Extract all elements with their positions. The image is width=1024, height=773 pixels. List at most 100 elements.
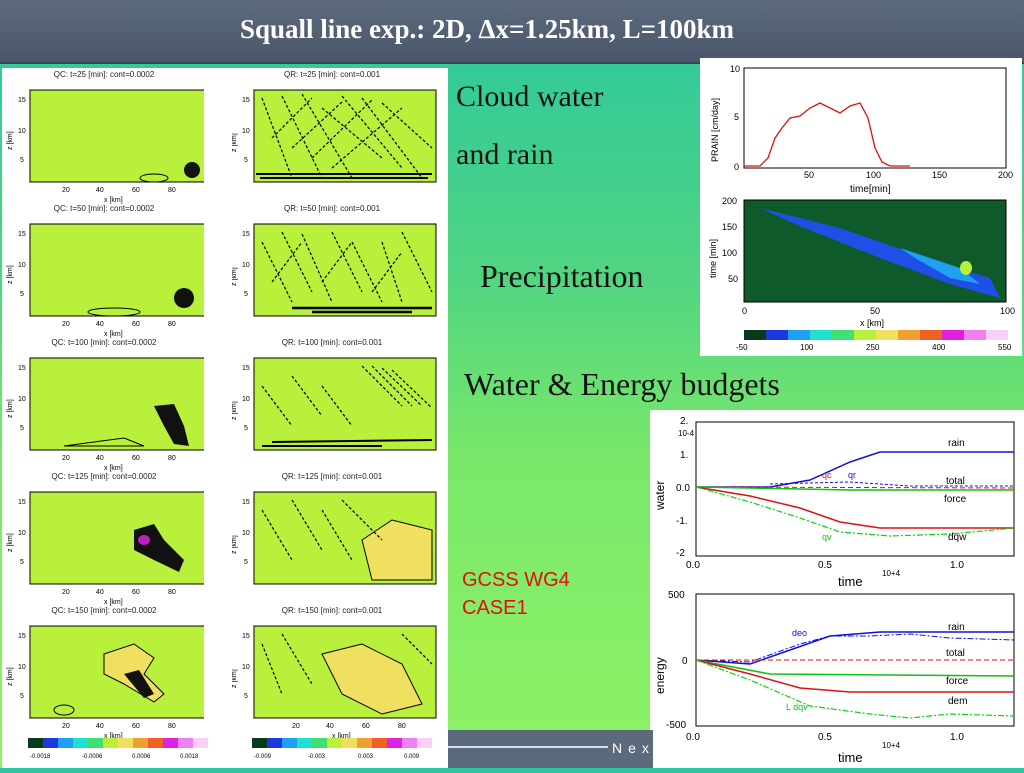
xtick: 60 bbox=[132, 589, 140, 596]
energy-legend: dem bbox=[948, 696, 967, 707]
ytick: 10 bbox=[18, 396, 26, 403]
budgets-label: Water & Energy budgets bbox=[464, 366, 780, 402]
energy-ylabel: energy bbox=[653, 657, 667, 694]
ytick: 10 bbox=[242, 530, 250, 537]
prain-ytick: 10 bbox=[730, 64, 740, 74]
xtick: 20 bbox=[62, 455, 70, 462]
prain-xtick: 50 bbox=[804, 170, 814, 180]
ytick: 10 bbox=[242, 128, 250, 135]
xtick: 40 bbox=[326, 723, 334, 730]
energy-xtick: 1.0 bbox=[950, 732, 964, 743]
energy-legend: total bbox=[946, 648, 965, 659]
ytick: 5 bbox=[20, 693, 24, 700]
xtick: 80 bbox=[168, 589, 176, 596]
qc-plot-t150: QC: t=150 [min]: cont=0.0002 15 10 5 z [… bbox=[4, 606, 204, 740]
prain-cb-label: 400 bbox=[932, 343, 946, 352]
qc-plot: 15 10 5 z [km] 20 40 60 80 x [km] bbox=[7, 223, 204, 338]
qr-title: QR: t=125 [min]: cont=0.001 bbox=[281, 472, 383, 481]
ylabel: z [km] bbox=[7, 667, 14, 686]
xtick: 80 bbox=[168, 455, 176, 462]
prain-ylabel: PRAIN [cm/day] bbox=[710, 98, 720, 162]
hov-ytick: 200 bbox=[722, 196, 737, 206]
water-ytick: 1. bbox=[680, 450, 688, 461]
cb-label: -0.003 bbox=[308, 754, 326, 760]
energy-legend: deo bbox=[792, 628, 807, 638]
water-ytick: -2 bbox=[676, 548, 685, 559]
water-legend: force bbox=[944, 494, 967, 505]
qr-plot: 15 10 5 z [km] bbox=[232, 491, 437, 585]
xtick: 60 bbox=[132, 187, 140, 194]
ylabel: z [km] bbox=[7, 131, 14, 150]
cb-label: 0.009 bbox=[404, 754, 420, 760]
ytick: 10 bbox=[242, 396, 250, 403]
energy-legend: rain bbox=[948, 622, 965, 633]
energy-ytick: -500 bbox=[666, 720, 686, 731]
ytick: 15 bbox=[242, 499, 250, 506]
case-label: GCSS WG4 CASE1 bbox=[462, 566, 570, 622]
xlabel: x [km] bbox=[104, 465, 123, 472]
xtick: 80 bbox=[168, 187, 176, 194]
ytick: 15 bbox=[18, 633, 26, 640]
prain-xtick: 150 bbox=[932, 170, 947, 180]
water-legend: total bbox=[946, 476, 965, 487]
hov-xtick: 50 bbox=[870, 306, 880, 316]
qc-plot-t125: QC: t=125 [min]: cont=0.0002 15 10 5 z [… bbox=[4, 472, 204, 606]
water-legend: dqw bbox=[948, 532, 967, 543]
title-bar: Squall line exp.: 2D, Δx=1.25km, L=100km bbox=[0, 0, 1024, 64]
water-xtick: 0.5 bbox=[818, 560, 832, 571]
ytick: 5 bbox=[20, 425, 24, 432]
xtick: 60 bbox=[132, 723, 140, 730]
prain-cb-label: 250 bbox=[866, 343, 880, 352]
footer-bar bbox=[448, 730, 653, 768]
ylabel: z [km] bbox=[232, 535, 238, 554]
qr-colorbar: -0.009 -0.003 0.003 0.009 bbox=[252, 738, 432, 760]
cb-label: -0.009 bbox=[254, 754, 272, 760]
prain-cb-label: -50 bbox=[736, 343, 748, 352]
qc-plot-t25: QC: t=25 [min]: cont=0.0002 15 10 5 z [k… bbox=[4, 70, 204, 204]
ylabel: z [km] bbox=[232, 669, 238, 688]
case-line2: CASE1 bbox=[462, 597, 528, 619]
xtick: 60 bbox=[132, 321, 140, 328]
ytick: 10 bbox=[18, 530, 26, 537]
xtick: 40 bbox=[96, 455, 104, 462]
cb-label: 0.003 bbox=[358, 754, 374, 760]
energy-legend: L dqv bbox=[786, 702, 808, 712]
xtick: 20 bbox=[62, 589, 70, 596]
xtick: 80 bbox=[168, 321, 176, 328]
ytick: 15 bbox=[18, 499, 26, 506]
qc-title: QC: t=125 [min]: cont=0.0002 bbox=[51, 472, 157, 481]
prain-cb-label: 100 bbox=[800, 343, 814, 352]
xlabel: x [km] bbox=[104, 197, 123, 204]
ytick: 5 bbox=[20, 291, 24, 298]
hov-xlabel: x [km] bbox=[860, 318, 884, 328]
ylabel: z [km] bbox=[232, 267, 238, 286]
water-ylabel: water bbox=[653, 481, 667, 511]
qc-title: QC: t=100 [min]: cont=0.0002 bbox=[51, 338, 157, 347]
ytick: 10 bbox=[18, 664, 26, 671]
xlabel: x [km] bbox=[104, 599, 123, 606]
cb-label: 0.0006 bbox=[132, 754, 151, 760]
xtick: 40 bbox=[96, 321, 104, 328]
ytick: 15 bbox=[242, 365, 250, 372]
hov-ytick: 50 bbox=[728, 274, 738, 284]
xtick: 60 bbox=[132, 455, 140, 462]
qc-plot: 15 10 5 z [km] 20 40 60 80 x [km] bbox=[7, 625, 204, 740]
qr-plot: 15 10 5 z [km] bbox=[232, 357, 437, 451]
footer-line bbox=[448, 746, 608, 748]
xlabel: x [km] bbox=[104, 331, 123, 338]
next-link[interactable]: Nex bbox=[612, 740, 655, 756]
case-line1: GCSS WG4 bbox=[462, 569, 570, 591]
qc-title: QC: t=50 [min]: cont=0.0002 bbox=[53, 204, 155, 213]
ylabel: z [km] bbox=[7, 399, 14, 418]
water-xtick: 0.0 bbox=[686, 560, 700, 571]
xtick: 40 bbox=[96, 187, 104, 194]
qr-plot: 15 10 5 z [km] bbox=[232, 223, 437, 317]
xtick: 20 bbox=[62, 723, 70, 730]
xtick: 40 bbox=[96, 723, 104, 730]
xlabel: x [km] bbox=[332, 733, 351, 740]
water-legend: qr bbox=[848, 470, 856, 480]
xtick: 80 bbox=[398, 723, 406, 730]
qr-plot: 15 10 5 z [km] 20 40 60 80 x [km] bbox=[232, 625, 437, 740]
energy-xtick: 0.0 bbox=[686, 732, 700, 743]
hov-xtick: 100 bbox=[1000, 306, 1015, 316]
